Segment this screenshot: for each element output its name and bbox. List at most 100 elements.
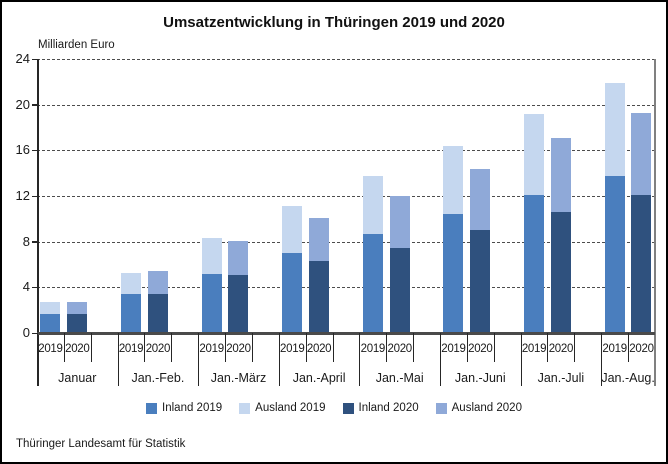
legend-item-ausland-2019: Ausland 2019	[239, 402, 326, 414]
x-axis-year-label-Jan.-Mai-2020: 2020	[387, 343, 413, 355]
bar-ausland-2020-Jan.-März	[228, 240, 249, 275]
y-axis-label-20: 20	[15, 96, 30, 112]
legend-item-inland-2019: Inland 2019	[146, 402, 222, 414]
bar-ausland-2020-Jan.-Juli	[550, 137, 571, 213]
bar-inland-2019-Jan.-Feb.	[121, 294, 141, 332]
y-axis-label-0: 0	[22, 325, 30, 340]
y-axis-unit-label: Milliarden Euro	[38, 39, 115, 51]
x-axis-year-label-Jan.-Juni-2020: 2020	[468, 343, 493, 355]
bar-inland-2019-Jan.-April	[282, 253, 303, 332]
x-axis-group-tick	[37, 333, 38, 386]
x-axis-sub-tick	[90, 333, 92, 362]
bar-ausland-2020-Jan.-April	[309, 217, 330, 262]
x-axis-sub-tick	[547, 333, 549, 362]
x-axis-month-label-Jan.-Juli: Jan.-Juli	[537, 371, 585, 385]
legend-label: Ausland 2019	[255, 402, 326, 414]
x-axis-group-tick	[520, 333, 522, 386]
x-axis-sub-tick	[332, 333, 334, 362]
bar-ausland-2020-Jan.-Mai	[389, 196, 410, 248]
bar-inland-2020-Jan.-Mai	[389, 247, 410, 332]
x-axis-year-label-Januar-2019: 2019	[38, 343, 63, 355]
x-axis-sub-tick	[251, 333, 253, 362]
x-axis-year-label-Jan.-Juli-2019: 2019	[521, 343, 547, 355]
x-axis-group-tick	[117, 333, 119, 386]
legend-item-inland-2020: Inland 2020	[342, 402, 419, 414]
bar-inland-2019-Januar	[40, 313, 61, 332]
x-axis-year-label-Jan.-April-2020: 2020	[306, 343, 332, 355]
y-axis-tick-4	[31, 286, 37, 289]
gridline-4	[37, 287, 655, 289]
bar-ausland-2019-Jan.-Mai	[362, 175, 383, 234]
bar-inland-2019-Jan.-Aug.	[604, 175, 625, 332]
gridline-16	[37, 150, 655, 152]
gridline-20	[37, 104, 655, 106]
x-axis-sub-tick	[144, 333, 146, 362]
y-axis-tick-12	[31, 195, 37, 197]
chart-title: Umsatzentwicklung in Thüringen 2019 und …	[163, 14, 505, 31]
x-axis-month-label-Jan.-Feb.: Jan.-Feb.	[131, 371, 185, 385]
x-axis-sub-tick	[171, 333, 173, 362]
x-axis-year-label-Jan.-März-2020: 2020	[226, 343, 251, 355]
y-axis-label-8: 8	[22, 233, 30, 249]
legend-item-ausland-2020: Ausland 2020	[435, 402, 522, 414]
x-axis-year-label-Jan.-Juli-2020: 2020	[548, 343, 574, 355]
legend-swatch-icon	[342, 402, 354, 414]
x-axis-sub-tick	[225, 333, 227, 362]
bar-inland-2020-Jan.-Aug.	[631, 195, 652, 332]
bar-ausland-2019-Jan.-März	[201, 238, 222, 274]
bar-ausland-2020-Jan.-Aug.	[631, 112, 652, 195]
x-axis-sub-tick	[305, 333, 307, 362]
legend-swatch-icon	[239, 402, 251, 414]
x-axis-year-label-Jan.-Feb.-2020: 2020	[145, 343, 171, 355]
legend-label: Inland 2019	[162, 402, 223, 414]
x-axis-sub-tick	[413, 333, 415, 362]
legend-label: Inland 2020	[358, 402, 419, 414]
x-axis-year-label-Jan.-Aug.-2019: 2019	[602, 343, 627, 355]
x-axis-zero-line	[37, 332, 655, 335]
bar-inland-2019-Jan.-Mai	[362, 233, 383, 332]
x-axis-sub-tick	[386, 333, 388, 362]
x-axis-sub-tick	[628, 333, 630, 362]
bar-ausland-2020-Jan.-Feb.	[147, 271, 168, 295]
bar-inland-2020-Jan.-März	[228, 274, 249, 332]
x-axis-month-label-Jan.-Mai: Jan.-Mai	[375, 371, 424, 385]
x-axis-year-label-Jan.-Juni-2019: 2019	[441, 343, 466, 355]
y-axis-tick-16	[31, 149, 37, 152]
bar-inland-2020-Jan.-Feb.	[147, 294, 168, 332]
bar-inland-2019-Jan.-Juni	[443, 214, 464, 332]
y-axis-tick-24	[31, 58, 37, 60]
bar-inland-2019-Jan.-März	[201, 273, 222, 332]
x-axis-group-tick	[440, 333, 441, 386]
y-axis-label-16: 16	[15, 142, 30, 158]
source-attribution: Thüringer Landesamt für Statistik	[16, 438, 186, 450]
x-axis-group-tick	[359, 333, 361, 386]
x-axis-group-tick	[198, 333, 200, 386]
x-axis-group-tick	[601, 333, 603, 386]
gridline-24	[37, 59, 655, 60]
bar-ausland-2019-Jan.-Aug.	[604, 83, 625, 176]
gridline-12	[37, 196, 655, 197]
x-axis-group-tick	[278, 333, 280, 386]
x-axis-year-label-Jan.-Feb.-2019: 2019	[118, 343, 144, 355]
x-axis-month-label-Jan.-Juni: Jan.-Juni	[454, 371, 506, 385]
y-axis-label-4: 4	[22, 279, 30, 295]
bar-ausland-2019-Jan.-Juli	[524, 113, 544, 195]
y-axis-tick-0	[31, 332, 37, 334]
x-axis-year-label-Jan.-März-2019: 2019	[199, 343, 224, 355]
plot-right-border	[654, 59, 656, 386]
x-axis-month-label-Jan.-März: Jan.-März	[210, 371, 267, 385]
y-axis-line	[37, 59, 39, 386]
x-axis-year-label-Jan.-Mai-2019: 2019	[360, 343, 386, 355]
bar-ausland-2019-Jan.-Feb.	[121, 272, 141, 295]
x-axis-year-label-Jan.-Aug.-2020: 2020	[629, 343, 654, 355]
x-axis-sub-tick	[63, 333, 65, 362]
bar-inland-2020-Jan.-April	[309, 261, 330, 332]
x-axis-sub-tick	[466, 333, 468, 362]
legend-label: Ausland 2020	[451, 402, 522, 414]
x-axis-year-label-Januar-2020: 2020	[65, 343, 90, 355]
x-axis-sub-tick	[493, 333, 495, 362]
legend-swatch-icon	[435, 402, 447, 414]
x-axis-month-label-Januar: Januar	[58, 371, 97, 385]
bar-ausland-2019-Jan.-Juni	[443, 145, 464, 215]
